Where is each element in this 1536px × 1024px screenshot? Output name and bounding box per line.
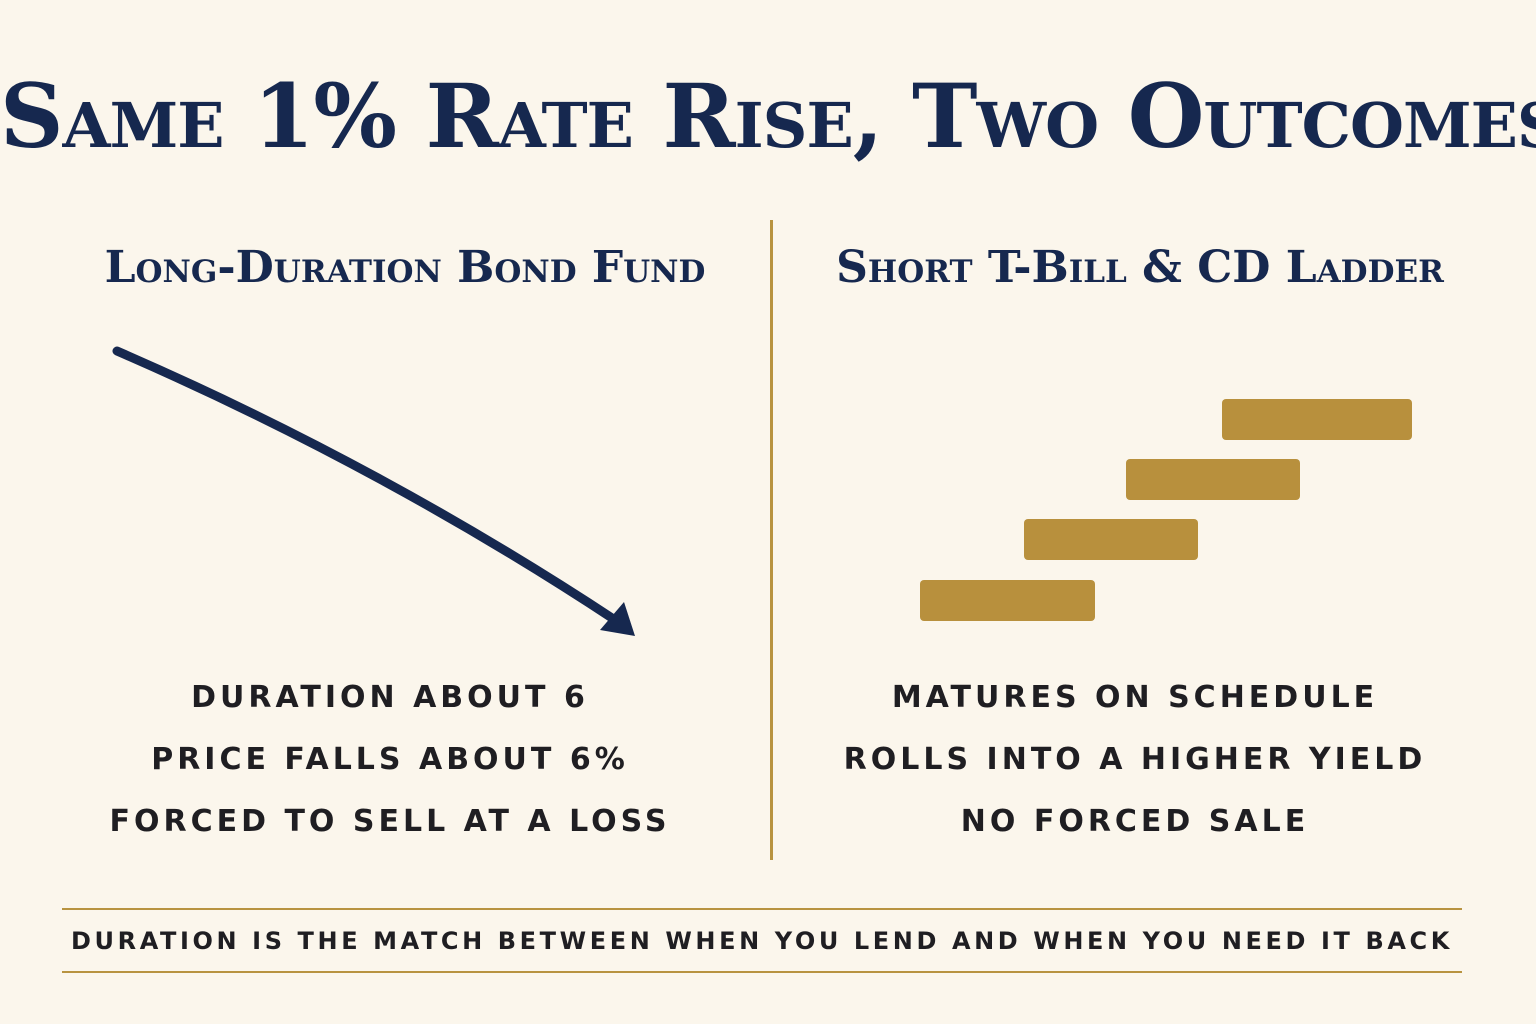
down-arrow-head (600, 602, 635, 636)
left-point: PRICE FALLS ABOUT 6% (151, 742, 629, 777)
ladder-rung-2 (1024, 519, 1198, 560)
ladder-rung-3 (1126, 459, 1300, 500)
left-panel-heading: Long-Duration Bond Fund (104, 242, 706, 293)
panel-divider (770, 220, 773, 860)
right-point: ROLLS INTO A HIGHER YIELD (843, 742, 1427, 777)
right-panel-points: MATURES ON SCHEDULE ROLLS INTO A HIGHER … (780, 676, 1490, 862)
right-point: NO FORCED SALE (960, 804, 1310, 839)
ladder-rung-4 (1222, 399, 1412, 440)
page-title: Same 1% Rate Rise, Two Outcomes (0, 64, 1536, 168)
footer-rule-top (62, 908, 1462, 910)
left-panel-points: DURATION ABOUT 6 PRICE FALLS ABOUT 6% FO… (20, 676, 760, 862)
footer-rule-bottom (62, 971, 1462, 973)
left-point: DURATION ABOUT 6 (191, 680, 589, 715)
footer-caption: DURATION IS THE MATCH BETWEEN WHEN YOU L… (71, 927, 1453, 955)
right-panel-heading: Short T-Bill & CD Ladder (836, 242, 1444, 293)
left-point: FORCED TO SELL AT A LOSS (109, 804, 671, 839)
right-point: MATURES ON SCHEDULE (891, 680, 1379, 715)
ladder-rung-1 (920, 580, 1095, 621)
down-arrow-shaft (112, 346, 620, 625)
